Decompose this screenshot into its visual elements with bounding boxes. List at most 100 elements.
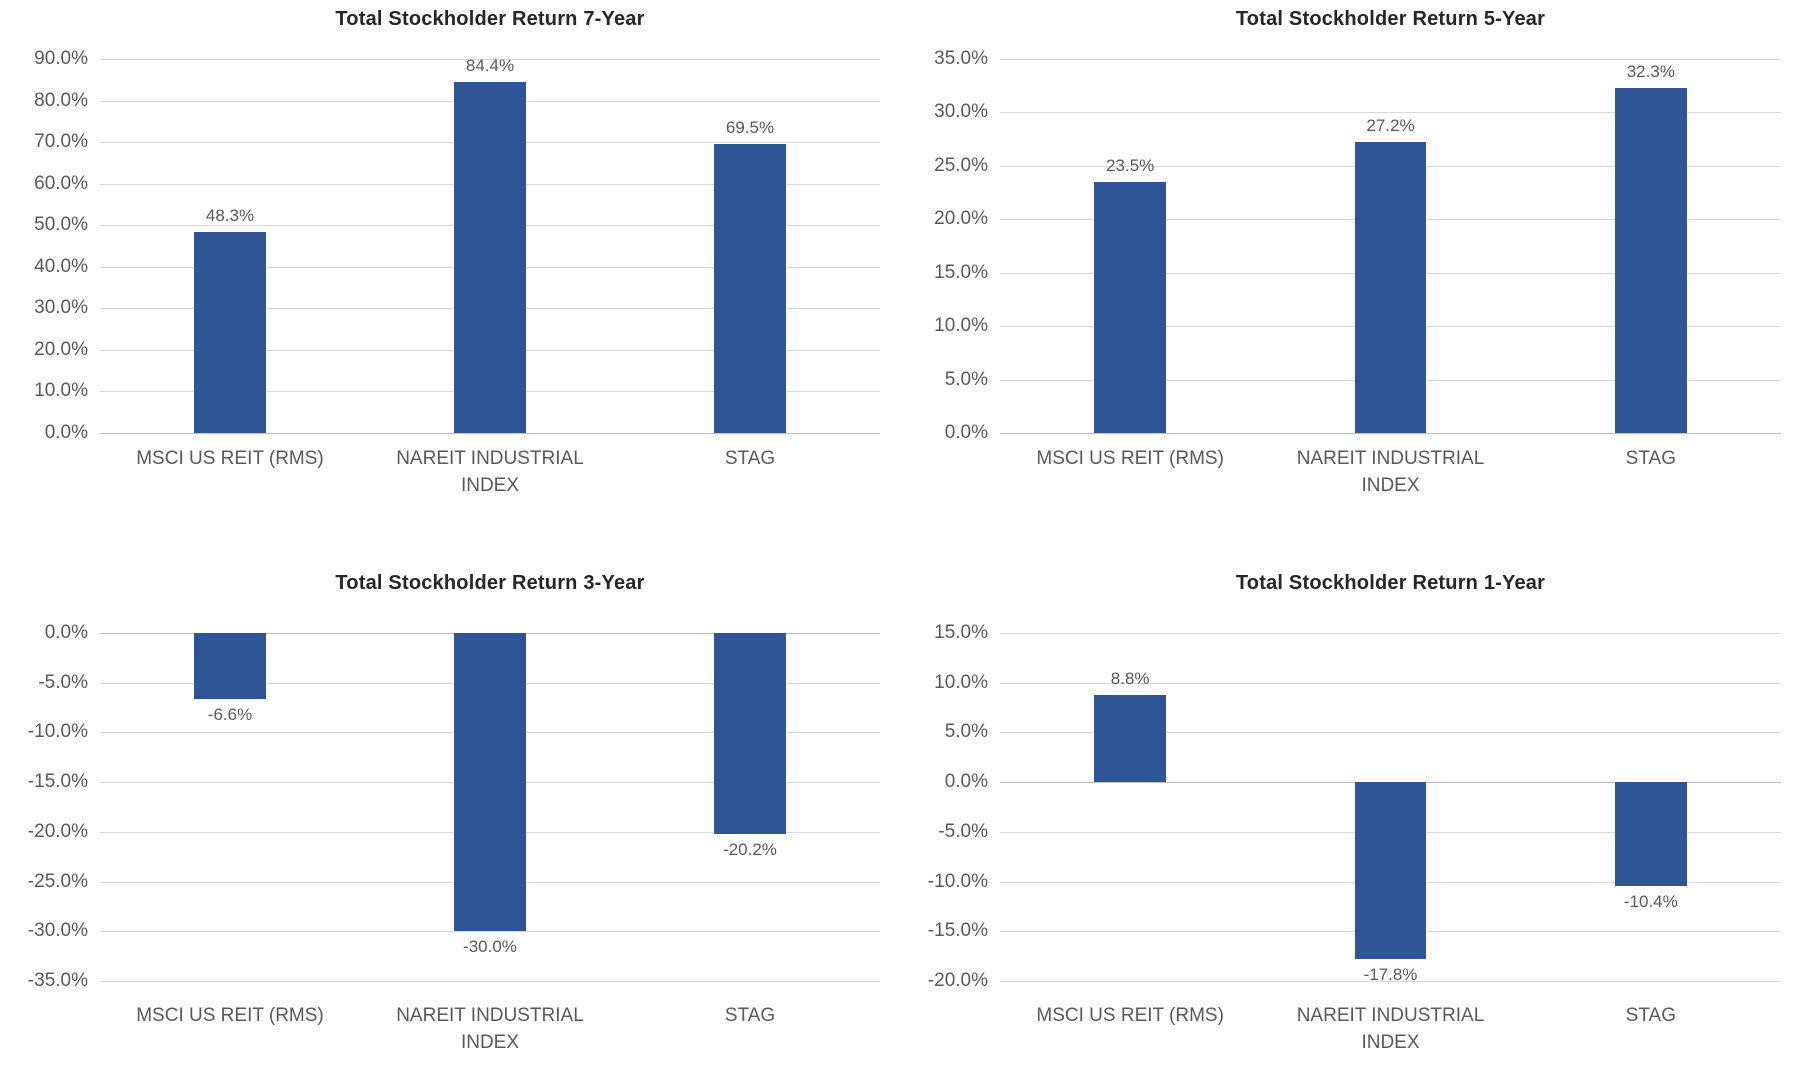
gridline <box>100 59 880 60</box>
chart-body: 90.0% 80.0% 70.0% 60.0% 50.0% 40.0% 30.0% 20.0%… <box>0 48 900 443</box>
y-tick-label: 10.0% <box>934 315 988 337</box>
y-tick-label: -5.0% <box>38 671 88 693</box>
y-tick-label: -5.0% <box>938 820 988 842</box>
bar-msci-us-reit-rms- <box>194 633 266 699</box>
bar-data-label: 48.3% <box>205 206 255 226</box>
chart-body: 35.0% 30.0% 25.0% 20.0% 15.0% 10.0% 5.0% 0.0% 2… <box>900 48 1801 443</box>
bar-data-label: 32.3% <box>1626 61 1675 81</box>
chart-title-7-year: Total Stockholder Return 7-Year <box>335 8 645 30</box>
y-tick-label: -15.0% <box>927 920 988 942</box>
bar-data-label: -20.2% <box>723 839 777 859</box>
gridline <box>1000 112 1781 114</box>
gridline <box>1000 682 1781 684</box>
gridline <box>100 433 880 434</box>
chart-title-3-year: Total Stockholder Return 3-Year <box>335 572 645 594</box>
y-tick-label: -30.0% <box>27 920 88 942</box>
plot-area: -6.6% -30.0% -20.2% <box>100 633 880 982</box>
bar-data-label: 69.5% <box>725 118 775 138</box>
y-tick-label: -10.0% <box>927 870 988 892</box>
chart-tsr-5-year: Total Stockholder Return 5-Year 35.0% 30.… <box>900 0 1801 540</box>
x-category-label: STAG <box>724 1005 776 1026</box>
bar-data-label: 23.5% <box>1106 155 1155 175</box>
y-tick-label: 60.0% <box>34 172 88 194</box>
y-tick-label: -20.0% <box>927 970 988 991</box>
y-tick-label: 50.0% <box>34 214 88 236</box>
chart-body: 15.0% 10.0% 5.0% 0.0% -5.0% -10.0% -15.0% -20.0… <box>900 622 1801 991</box>
bar-nareit-industrial <box>1354 782 1427 960</box>
y-tick-label: 0.0% <box>44 622 88 643</box>
bar-msci-us-reit-rms- <box>1094 181 1167 433</box>
gridline <box>100 981 880 982</box>
bar-data-label: -10.4% <box>1623 891 1678 911</box>
gridline <box>1000 981 1781 982</box>
y-tick-label: 10.0% <box>34 380 88 402</box>
x-axis: MSCI US REIT (RMS) NAREIT INDUSTRIAL INDE… <box>1000 1003 1781 1056</box>
y-tick-label: -25.0% <box>27 870 88 892</box>
x-category-label: NAREIT INDUSTRIAL INDEX <box>396 1005 584 1053</box>
bar-data-label: 8.8% <box>1110 668 1150 688</box>
bar-data-label: -6.6% <box>207 704 253 724</box>
y-tick-label: 10.0% <box>934 671 988 693</box>
bar-data-label: -17.8% <box>1363 965 1418 985</box>
x-category-label: STAG <box>724 448 776 469</box>
chart-title-5-year: Total Stockholder Return 5-Year <box>1235 8 1546 30</box>
y-tick-label: 70.0% <box>34 131 88 153</box>
x-category-label: STAG <box>1625 1005 1676 1026</box>
y-tick-label: 30.0% <box>34 297 88 319</box>
x-category-label: NAREIT INDUSTRIAL INDEX <box>1296 448 1485 496</box>
y-axis: 90.0% 80.0% 70.0% 60.0% 50.0% 40.0% 30.0% 20.0%… <box>0 48 100 443</box>
x-axis: MSCI US REIT (RMS) NAREIT INDUSTRIAL INDE… <box>1000 446 1781 499</box>
y-tick-label: 5.0% <box>944 721 988 743</box>
bar-data-label: -30.0% <box>463 937 517 957</box>
y-tick-label: 20.0% <box>34 338 88 360</box>
y-tick-label: 30.0% <box>934 101 988 123</box>
chart-body: 0.0% -5.0% -10.0% -15.0% -20.0% -25.0% -30.0% -… <box>0 622 900 991</box>
chart-tsr-7-year: Total Stockholder Return 7-Year 90.0% 80.… <box>0 0 900 540</box>
y-tick-label: 90.0% <box>34 48 88 69</box>
bar-nareit-industrial <box>454 82 526 433</box>
x-category-label: MSCI US REIT (RMS) <box>1036 1005 1224 1026</box>
y-tick-label: -10.0% <box>27 721 88 743</box>
y-tick-label: 80.0% <box>34 89 88 111</box>
y-axis: 0.0% -5.0% -10.0% -15.0% -20.0% -25.0% -30.0% -… <box>0 622 100 991</box>
gridline <box>1000 433 1781 434</box>
y-tick-label: 0.0% <box>44 422 88 443</box>
y-axis: 15.0% 10.0% 5.0% 0.0% -5.0% -10.0% -15.0% -20.0… <box>900 622 1000 991</box>
y-tick-label: 15.0% <box>934 261 988 283</box>
y-tick-label: 5.0% <box>944 368 988 390</box>
x-category-label: MSCI US REIT (RMS) <box>136 1005 324 1026</box>
gridline <box>100 931 880 933</box>
y-tick-label: 25.0% <box>934 154 988 176</box>
x-category-label: NAREIT INDUSTRIAL INDEX <box>1296 1005 1485 1053</box>
x-axis: MSCI US REIT (RMS) NAREIT INDUSTRIAL INDE… <box>100 446 880 499</box>
y-axis: 35.0% 30.0% 25.0% 20.0% 15.0% 10.0% 5.0% 0.0% <box>900 48 1000 443</box>
plot-area: 8.8% -17.8% -10.4% <box>1000 633 1781 984</box>
bar-nareit-industrial <box>1354 142 1427 433</box>
bar-stag <box>1614 782 1687 886</box>
y-tick-label: -15.0% <box>27 771 88 793</box>
y-tick-label: 0.0% <box>944 771 988 793</box>
y-tick-label: 40.0% <box>34 255 88 277</box>
bar-stag <box>1614 87 1687 433</box>
x-category-label: STAG <box>1625 448 1676 469</box>
y-tick-label: 0.0% <box>944 422 988 443</box>
x-category-label: MSCI US REIT (RMS) <box>1036 448 1224 469</box>
y-tick-label: -20.0% <box>27 820 88 842</box>
gridline <box>1000 633 1781 634</box>
plot-area: 23.5% 27.2% 32.3% <box>1000 59 1781 434</box>
y-tick-label: 15.0% <box>934 622 988 643</box>
x-category-label: NAREIT INDUSTRIAL INDEX <box>396 448 584 496</box>
bar-msci-us-reit-rms- <box>194 232 266 433</box>
plot-area: 48.3% 84.4% 69.5% <box>100 56 880 434</box>
gridline <box>1000 732 1781 734</box>
x-category-label: MSCI US REIT (RMS) <box>136 448 324 469</box>
y-tick-label: -35.0% <box>27 970 88 991</box>
bar-msci-us-reit-rms- <box>1094 694 1167 783</box>
bar-data-label: 84.4% <box>465 56 515 76</box>
chart-title-1-year: Total Stockholder Return 1-Year <box>1235 572 1546 594</box>
y-tick-label: 35.0% <box>934 48 988 69</box>
bar-stag <box>714 144 786 433</box>
chart-tsr-1-year: Total Stockholder Return 1-Year 15.0% 10.… <box>900 540 1801 1075</box>
y-tick-label: 20.0% <box>934 208 988 230</box>
